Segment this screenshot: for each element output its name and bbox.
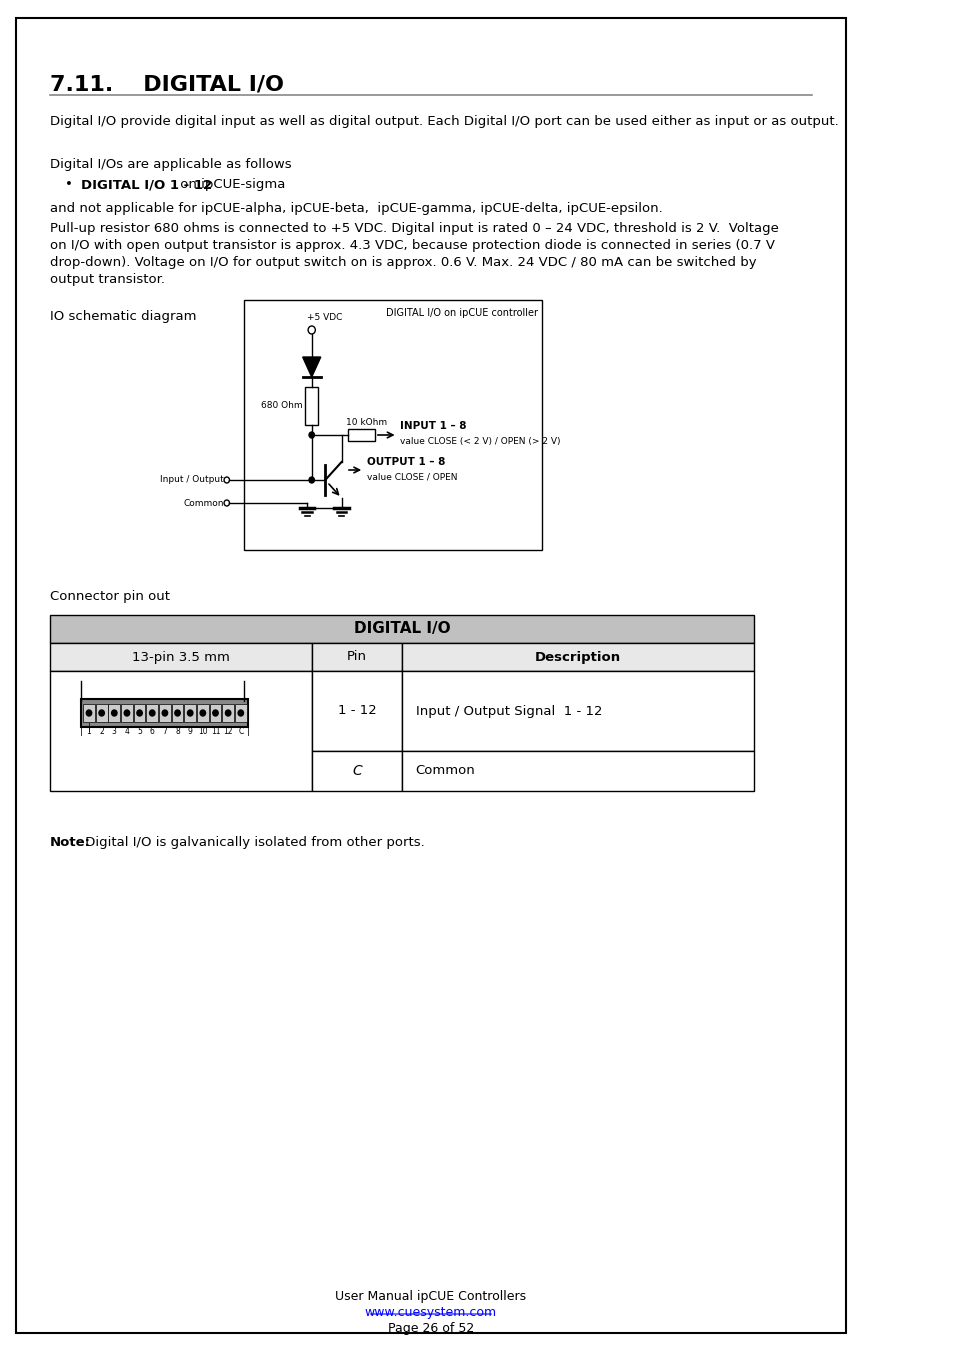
Circle shape: [112, 711, 117, 716]
Text: +5 VDC: +5 VDC: [307, 313, 342, 322]
Text: Common: Common: [416, 765, 475, 777]
Bar: [50, 615, 754, 643]
Text: DIGITAL I/O: DIGITAL I/O: [354, 621, 450, 636]
Text: OUTPUT 1 – 8: OUTPUT 1 – 8: [367, 457, 445, 467]
Text: C: C: [352, 765, 361, 778]
Bar: [95, 704, 108, 721]
Text: www.cuesystem.com: www.cuesystem.com: [365, 1306, 497, 1319]
Text: DIGITAL I/O on ipCUE controller: DIGITAL I/O on ipCUE controller: [385, 308, 537, 317]
Bar: [305, 386, 317, 426]
Text: Input / Output: Input / Output: [160, 476, 224, 485]
Text: IO schematic diagram: IO schematic diagram: [50, 309, 196, 323]
Text: Digital I/O is galvanically isolated from other ports.: Digital I/O is galvanically isolated fro…: [81, 836, 425, 848]
Circle shape: [150, 711, 154, 716]
Text: and not applicable for ipCUE-alpha, ipCUE-beta,  ipCUE-gamma, ipCUE-delta, ipCUE: and not applicable for ipCUE-alpha, ipCU…: [50, 203, 661, 215]
Text: output transistor.: output transistor.: [50, 273, 165, 286]
Text: Description: Description: [535, 650, 620, 663]
Circle shape: [162, 711, 168, 716]
Text: 10 kOhm: 10 kOhm: [346, 417, 387, 427]
Polygon shape: [302, 357, 320, 377]
Text: INPUT 1 – 8: INPUT 1 – 8: [400, 422, 466, 431]
Bar: [196, 704, 209, 721]
Text: |: |: [80, 727, 86, 736]
Text: 9: 9: [188, 727, 193, 736]
Text: Digital I/O provide digital input as well as digital output. Each Digital I/O po: Digital I/O provide digital input as wel…: [50, 115, 838, 128]
Bar: [146, 704, 158, 721]
Text: C: C: [238, 727, 243, 736]
Circle shape: [309, 432, 314, 438]
Circle shape: [309, 477, 314, 484]
Bar: [401, 751, 754, 790]
Bar: [83, 704, 94, 721]
Text: Common: Common: [183, 499, 224, 508]
Bar: [210, 704, 221, 721]
Bar: [172, 704, 183, 721]
Text: 13-pin 3.5 mm: 13-pin 3.5 mm: [132, 650, 230, 663]
Text: |: |: [88, 723, 91, 732]
Circle shape: [225, 711, 231, 716]
Circle shape: [99, 711, 104, 716]
Text: 2: 2: [99, 727, 104, 736]
Bar: [50, 671, 312, 790]
Text: Note:: Note:: [50, 836, 91, 848]
Text: on I/O with open output transistor is approx. 4.3 VDC, because protection diode : on I/O with open output transistor is ap…: [50, 239, 774, 253]
Circle shape: [238, 711, 243, 716]
Text: 8: 8: [175, 727, 180, 736]
Circle shape: [124, 711, 130, 716]
Text: 12: 12: [223, 727, 233, 736]
Text: on ipCUE-sigma: on ipCUE-sigma: [175, 178, 285, 190]
Text: 11: 11: [211, 727, 220, 736]
Circle shape: [136, 711, 142, 716]
Circle shape: [86, 711, 91, 716]
Text: 7.11.  DIGITAL I/O: 7.11. DIGITAL I/O: [50, 76, 283, 95]
Text: |: |: [246, 727, 249, 736]
Circle shape: [200, 711, 205, 716]
Circle shape: [174, 711, 180, 716]
Text: 5: 5: [137, 727, 142, 736]
Text: Input / Output Signal  1 - 12: Input / Output Signal 1 - 12: [416, 704, 601, 717]
Bar: [348, 430, 375, 440]
Bar: [184, 704, 196, 721]
Bar: [312, 643, 401, 671]
Text: 6: 6: [150, 727, 154, 736]
Text: Page 26 of 52: Page 26 of 52: [388, 1323, 474, 1335]
Text: 4: 4: [125, 727, 130, 736]
Text: 1: 1: [87, 727, 91, 736]
Bar: [234, 704, 247, 721]
Text: Digital I/Os are applicable as follows: Digital I/Os are applicable as follows: [50, 158, 291, 172]
Text: Pull-up resistor 680 ohms is connected to +5 VDC. Digital input is rated 0 – 24 : Pull-up resistor 680 ohms is connected t…: [50, 222, 778, 235]
Circle shape: [188, 711, 193, 716]
Text: 1 - 12: 1 - 12: [337, 704, 375, 717]
Bar: [109, 704, 120, 721]
Bar: [244, 300, 541, 550]
Text: value CLOSE / OPEN: value CLOSE / OPEN: [367, 471, 456, 481]
Text: Pin: Pin: [347, 650, 367, 663]
Bar: [401, 671, 754, 751]
Bar: [50, 643, 312, 671]
Bar: [312, 671, 401, 751]
Text: •: •: [65, 178, 72, 190]
Text: 7: 7: [162, 727, 167, 736]
Text: value CLOSE (< 2 V) / OPEN (> 2 V): value CLOSE (< 2 V) / OPEN (> 2 V): [400, 436, 560, 446]
Bar: [312, 751, 401, 790]
Text: drop-down). Voltage on I/O for output switch on is approx. 0.6 V. Max. 24 VDC / : drop-down). Voltage on I/O for output sw…: [50, 255, 756, 269]
Bar: [121, 704, 132, 721]
Text: 3: 3: [112, 727, 116, 736]
Text: Connector pin out: Connector pin out: [50, 590, 170, 603]
Text: 10: 10: [198, 727, 208, 736]
Text: DIGITAL I/O 1 - 12: DIGITAL I/O 1 - 12: [81, 178, 213, 190]
Bar: [401, 643, 754, 671]
Text: User Manual ipCUE Controllers: User Manual ipCUE Controllers: [335, 1290, 526, 1302]
Bar: [81, 698, 248, 727]
Bar: [222, 704, 233, 721]
Bar: [133, 704, 145, 721]
Bar: [159, 704, 171, 721]
Circle shape: [213, 711, 218, 716]
Text: 680 Ohm: 680 Ohm: [261, 401, 302, 411]
